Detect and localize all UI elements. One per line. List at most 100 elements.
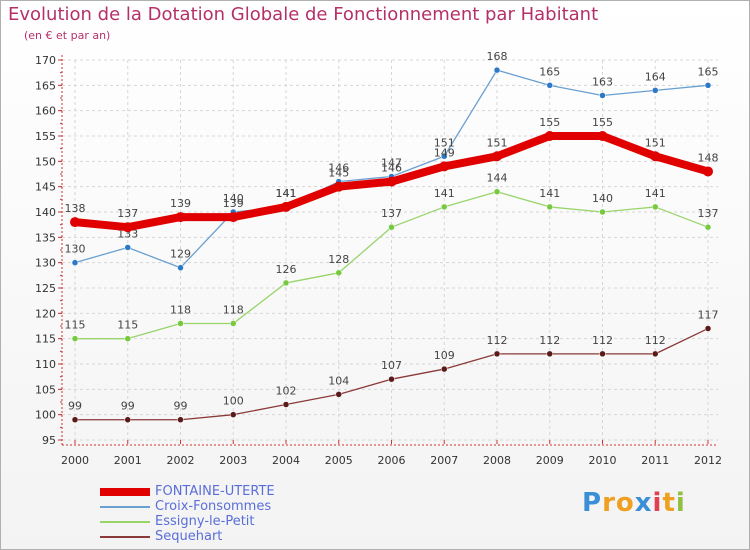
data-point-2 <box>599 208 606 216</box>
data-label-1: 165 <box>698 65 719 78</box>
y-tick-label: 105 <box>35 383 56 396</box>
data-point-0 <box>70 217 80 228</box>
brand-letter: r <box>602 488 616 518</box>
data-point-0 <box>386 176 397 187</box>
x-tick-label: 2008 <box>483 454 511 467</box>
x-tick-label: 2006 <box>378 454 406 467</box>
data-label-0: 138 <box>65 202 86 215</box>
data-label-1: 163 <box>592 75 613 88</box>
data-point-0 <box>703 166 713 177</box>
legend-swatch <box>100 505 150 508</box>
x-tick-label: 2012 <box>694 454 722 467</box>
data-point-2 <box>177 320 184 327</box>
data-label-3: 107 <box>381 359 402 372</box>
data-label-1: 141 <box>276 187 297 200</box>
y-tick-label: 115 <box>35 333 56 346</box>
x-tick-label: 2001 <box>114 454 142 467</box>
data-label-2: 115 <box>117 319 138 332</box>
x-tick-label: 2009 <box>536 454 564 467</box>
data-point-2 <box>546 203 553 211</box>
data-point-3 <box>71 416 79 423</box>
brand-letter: P <box>582 488 603 518</box>
legend-label: FONTAINE-UTERTE <box>155 484 275 499</box>
legend-item: Croix-Fonsommes <box>100 499 275 514</box>
data-label-1: 164 <box>645 70 666 83</box>
y-tick-label: 135 <box>35 231 56 244</box>
x-tick-label: 2003 <box>219 454 247 467</box>
data-label-2: 118 <box>223 303 244 316</box>
y-tick-label: 160 <box>35 105 56 118</box>
data-point-1 <box>652 87 659 94</box>
data-label-3: 112 <box>592 334 613 347</box>
x-tick-label: 2004 <box>272 454 300 467</box>
data-point-2 <box>388 223 395 231</box>
data-label-2: 137 <box>698 207 719 220</box>
chart-legend: FONTAINE-UTERTE Croix-Fonsommes Essigny-le… <box>100 484 275 544</box>
data-label-3: 99 <box>174 400 188 413</box>
data-label-3: 100 <box>223 395 244 408</box>
legend-swatch <box>100 535 150 538</box>
data-point-0 <box>122 222 133 233</box>
y-tick-label: 155 <box>35 130 56 143</box>
data-point-3 <box>335 391 342 398</box>
data-label-0: 151 <box>645 136 666 149</box>
legend-item: FONTAINE-UTERTE <box>100 484 275 499</box>
data-label-2: 140 <box>592 192 613 205</box>
legend-item: Sequehart <box>100 529 275 544</box>
data-point-2 <box>493 188 501 195</box>
y-tick-label: 165 <box>35 79 56 92</box>
data-point-3 <box>493 350 501 358</box>
data-label-2: 144 <box>487 172 508 185</box>
brand-letter: i <box>675 488 686 518</box>
brand-letter: i <box>652 488 663 518</box>
y-tick-label: 130 <box>35 257 56 270</box>
data-label-1: 130 <box>65 243 86 256</box>
data-point-0 <box>597 131 608 141</box>
legend-item: Essigny-le-Petit <box>100 514 275 529</box>
data-label-2: 141 <box>645 187 666 200</box>
data-label-0: 137 <box>117 207 138 220</box>
data-point-0 <box>439 161 450 172</box>
data-label-2: 126 <box>276 263 297 276</box>
data-point-2 <box>335 269 342 277</box>
legend-label: Essigny-le-Petit <box>155 514 255 529</box>
data-point-3 <box>652 350 659 358</box>
data-label-0: 155 <box>592 116 613 129</box>
x-tick-label: 2002 <box>167 454 195 467</box>
data-label-0: 139 <box>223 197 244 210</box>
brand-letter: t <box>662 488 676 518</box>
data-point-2 <box>124 335 131 342</box>
data-point-3 <box>388 375 395 383</box>
data-label-2: 128 <box>328 253 349 266</box>
data-label-3: 112 <box>539 334 560 347</box>
y-tick-label: 140 <box>35 206 56 219</box>
data-point-0 <box>175 212 186 223</box>
y-tick-label: 145 <box>35 181 56 194</box>
data-point-1 <box>71 259 79 266</box>
y-tick-label: 110 <box>35 358 56 371</box>
data-point-2 <box>704 223 712 231</box>
data-point-1 <box>546 82 553 89</box>
data-label-1: 151 <box>434 136 455 149</box>
data-label-1: 129 <box>170 248 191 261</box>
y-tick-label: 95 <box>42 434 56 447</box>
data-point-2 <box>282 279 290 287</box>
y-tick-label: 170 <box>35 54 56 67</box>
data-point-3 <box>124 416 131 423</box>
data-label-2: 137 <box>381 207 402 220</box>
data-label-1: 140 <box>223 192 244 205</box>
data-label-2: 141 <box>539 187 560 200</box>
data-point-3 <box>230 411 237 418</box>
data-label-3: 99 <box>68 400 82 413</box>
data-point-1 <box>599 92 606 99</box>
data-label-0: 141 <box>276 187 297 200</box>
data-label-3: 104 <box>328 374 349 387</box>
data-label-0: 148 <box>698 151 719 164</box>
data-label-3: 99 <box>121 400 135 413</box>
legend-label: Sequehart <box>155 529 223 544</box>
data-label-0: 145 <box>328 167 349 180</box>
y-tick-label: 150 <box>35 155 56 168</box>
brand-letter: x <box>634 488 653 518</box>
